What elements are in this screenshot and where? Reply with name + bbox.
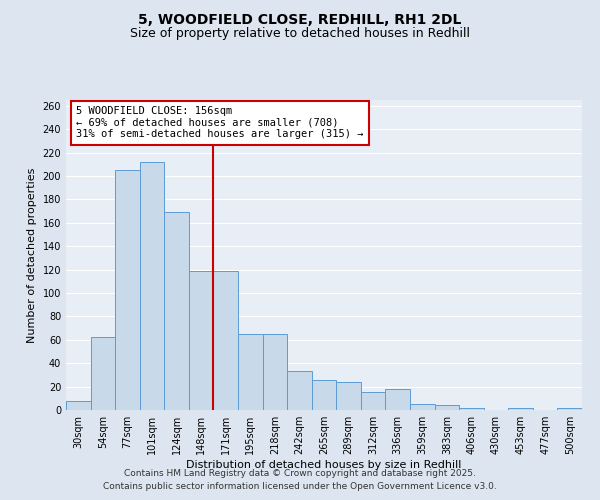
Bar: [115, 170, 140, 410]
Text: 5 WOODFIELD CLOSE: 156sqm
← 69% of detached houses are smaller (708)
31% of semi: 5 WOODFIELD CLOSE: 156sqm ← 69% of detac…: [76, 106, 364, 140]
Bar: [557, 408, 582, 410]
X-axis label: Distribution of detached houses by size in Redhill: Distribution of detached houses by size …: [187, 460, 461, 470]
Text: Contains HM Land Registry data © Crown copyright and database right 2025.: Contains HM Land Registry data © Crown c…: [124, 468, 476, 477]
Y-axis label: Number of detached properties: Number of detached properties: [27, 168, 37, 342]
Text: Contains public sector information licensed under the Open Government Licence v3: Contains public sector information licen…: [103, 482, 497, 491]
Bar: [164, 212, 189, 410]
Bar: [410, 404, 434, 410]
Bar: [459, 408, 484, 410]
Bar: [312, 380, 336, 410]
Bar: [361, 392, 385, 410]
Bar: [140, 162, 164, 410]
Bar: [238, 334, 263, 410]
Bar: [91, 338, 115, 410]
Bar: [385, 389, 410, 410]
Bar: [189, 271, 214, 410]
Bar: [434, 406, 459, 410]
Bar: [263, 334, 287, 410]
Bar: [66, 400, 91, 410]
Bar: [336, 382, 361, 410]
Bar: [287, 372, 312, 410]
Text: 5, WOODFIELD CLOSE, REDHILL, RH1 2DL: 5, WOODFIELD CLOSE, REDHILL, RH1 2DL: [139, 12, 461, 26]
Bar: [214, 271, 238, 410]
Text: Size of property relative to detached houses in Redhill: Size of property relative to detached ho…: [130, 28, 470, 40]
Bar: [508, 408, 533, 410]
